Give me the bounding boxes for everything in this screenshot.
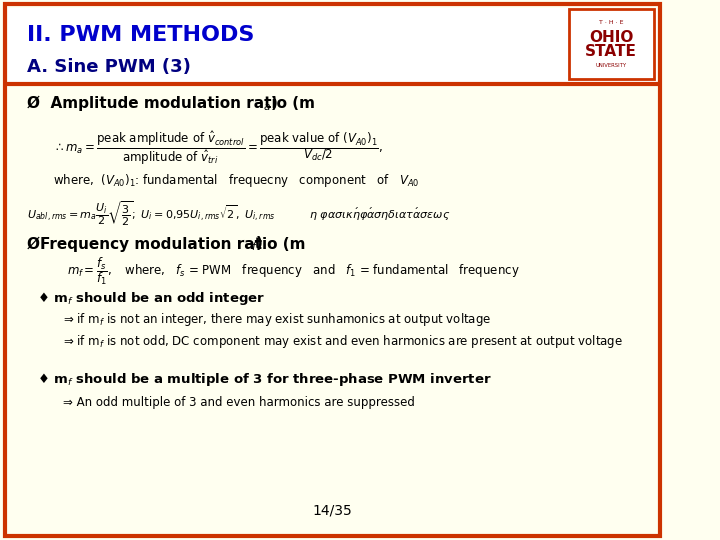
Text: STATE: STATE — [585, 44, 637, 59]
Text: $_a$): $_a$) — [263, 94, 277, 113]
Text: T · H · E: T · H · E — [599, 20, 624, 25]
Text: $\therefore m_a = \dfrac{\mathrm{peak\ amplitude\ of}\ \hat{v}_{control}}{\mathr: $\therefore m_a = \dfrac{\mathrm{peak\ a… — [53, 130, 383, 167]
Text: II. PWM METHODS: II. PWM METHODS — [27, 25, 254, 45]
Text: ⇒ if m$_f$ is not odd, DC component may exist and even harmonics are present at : ⇒ if m$_f$ is not odd, DC component may … — [63, 333, 623, 350]
FancyBboxPatch shape — [569, 9, 654, 79]
Text: UNIVERSITY: UNIVERSITY — [595, 63, 626, 69]
Text: where,  $(V_{A0})_1$: fundamental   frequecny   component   of   $V_{A0}$: where, $(V_{A0})_1$: fundamental frequec… — [53, 172, 420, 190]
Text: $U_{abl,rms} = m_a \dfrac{U_i}{2}\sqrt{\dfrac{3}{2}};\ U_i = 0{,}95U_{i,rms}\sqr: $U_{abl,rms} = m_a \dfrac{U_i}{2}\sqrt{\… — [27, 199, 450, 228]
Text: ♦ m$_f$ should be an odd integer: ♦ m$_f$ should be an odd integer — [37, 289, 265, 307]
Text: A. Sine PWM (3): A. Sine PWM (3) — [27, 58, 191, 77]
Text: ⇒ if m$_f$ is not an integer, there may exist sunhamonics at output voltage: ⇒ if m$_f$ is not an integer, there may … — [63, 311, 492, 328]
FancyBboxPatch shape — [8, 8, 657, 84]
Text: ♦ m$_f$ should be a multiple of 3 for three-phase PWM inverter: ♦ m$_f$ should be a multiple of 3 for th… — [37, 370, 491, 388]
Text: Ø  Amplitude modulation ratio (m: Ø Amplitude modulation ratio (m — [27, 96, 315, 111]
Text: $_f$): $_f$) — [251, 235, 264, 253]
Text: $m_f = \dfrac{f_s}{f_1},$   where,   $f_s$ = PWM   frequency   and   $f_1$ = fun: $m_f = \dfrac{f_s}{f_1},$ where, $f_s$ =… — [66, 255, 519, 287]
Text: OHIO: OHIO — [589, 30, 634, 45]
Text: 14/35: 14/35 — [312, 503, 352, 517]
Text: ⇒ An odd multiple of 3 and even harmonics are suppressed: ⇒ An odd multiple of 3 and even harmonic… — [63, 396, 415, 409]
Text: ØFrequency modulation ratio (m: ØFrequency modulation ratio (m — [27, 237, 305, 252]
